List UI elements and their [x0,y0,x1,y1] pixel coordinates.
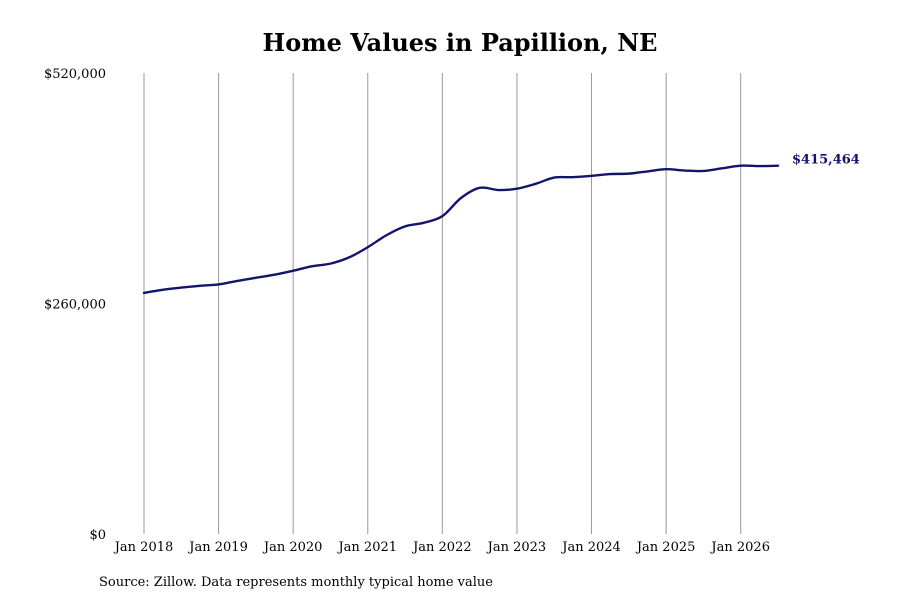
x-tick-label: Jan 2020 [262,540,323,555]
x-tick-label: Jan 2023 [486,540,547,555]
y-axis-ticks: $0 $260,000 $520,000 [44,67,106,543]
chart-title: Home Values in Papillion, NE [263,28,658,57]
home-value-line [142,164,780,295]
x-tick-label: Jan 2024 [560,540,621,555]
y-tick-label: $260,000 [44,298,106,313]
x-tick-label: Jan 2025 [635,540,696,555]
x-tick-label: Jan 2022 [411,540,472,555]
x-tick-label: Jan 2026 [709,540,770,555]
x-axis-ticks: Jan 2018 Jan 2019 Jan 2020 Jan 2021 Jan 2022… [113,540,770,555]
x-tick-label: Jan 2019 [187,540,248,555]
x-tick-label: Jan 2021 [336,540,397,555]
source-note: Source: Zillow. Data represents monthly … [99,575,493,590]
y-tick-label: $0 [89,528,106,543]
end-value-label: $415,464 [792,153,860,168]
y-tick-label: $520,000 [44,67,106,82]
x-tick-label: Jan 2018 [113,540,174,555]
gridlines [143,73,742,534]
